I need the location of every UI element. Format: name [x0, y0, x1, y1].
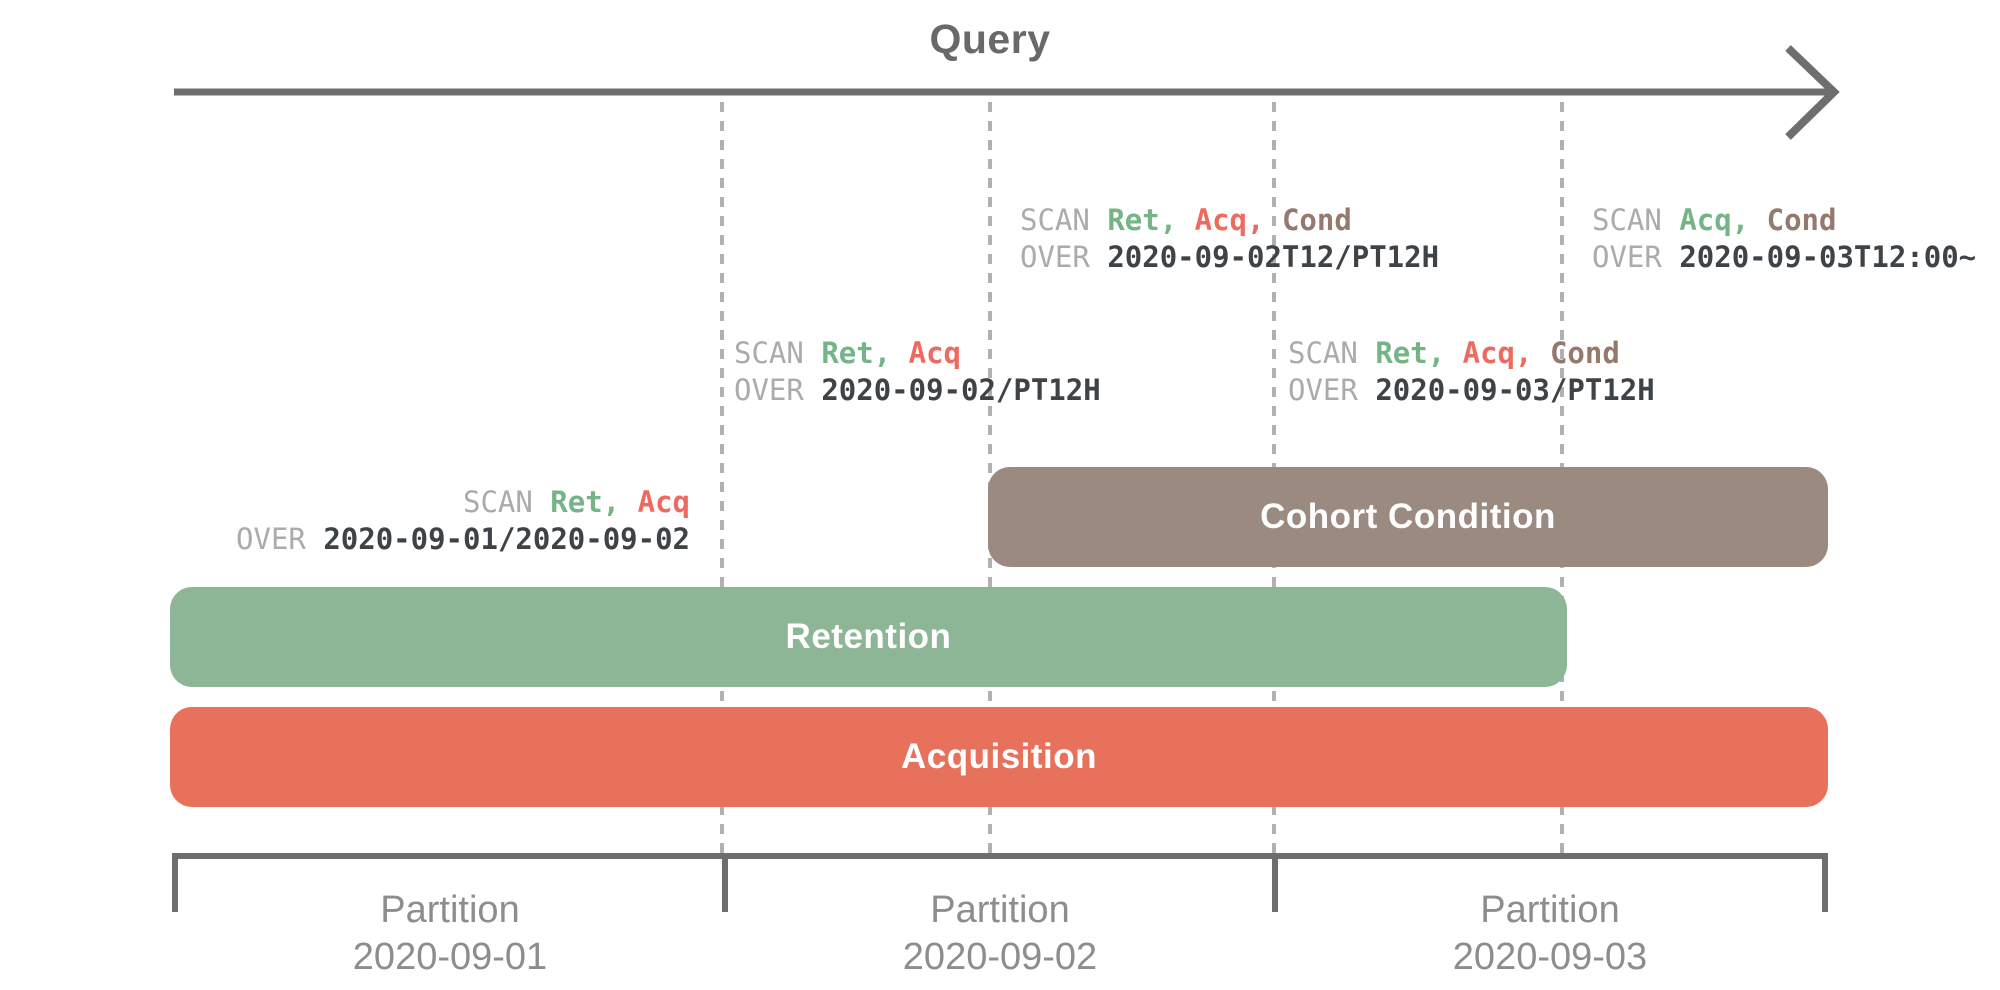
partition-word: Partition — [1480, 889, 1620, 931]
scan-over-line: OVER 2020-09-02T12/PT12H — [1020, 240, 1440, 274]
scan-over-line: OVER 2020-09-03/PT12H — [1288, 373, 1655, 407]
bar-cohort-condition: Cohort Condition — [988, 467, 1828, 567]
arrow-head-icon — [1785, 45, 1840, 140]
bar-acquisition: Acquisition — [170, 707, 1828, 807]
partition-axis-tick — [1272, 853, 1278, 912]
partition-axis-tick — [722, 853, 728, 912]
scan-annotation-4: SCAN Ret, Acq, Cond OVER 2020-09-03/PT12… — [1288, 335, 1655, 409]
dashed-line-2020-09-02 — [720, 102, 724, 853]
partition-word: Partition — [930, 889, 1070, 931]
bar-label: Acquisition — [900, 737, 1098, 776]
partition-label-2020-09-02: Partition 2020-09-02 — [750, 887, 1250, 981]
partition-word: Partition — [380, 889, 520, 931]
scan-annotation-5: SCAN Acq, Cond OVER 2020-09-03T12:00~ — [1592, 202, 1976, 276]
scan-annotation-2: SCAN Ret, Acq OVER 2020-09-02/PT12H — [734, 335, 1101, 409]
partition-axis-tick — [172, 853, 178, 912]
query-timeline-arrow — [174, 45, 1840, 140]
partition-axis-tick — [1822, 853, 1828, 912]
bar-label: Cohort Condition — [1260, 497, 1556, 536]
scan-annotation-1: SCAN Ret, Acq OVER 2020-09-01/2020-09-02 — [236, 484, 690, 558]
partition-date: 2020-09-03 — [1452, 936, 1648, 978]
scan-over-line: OVER 2020-09-02/PT12H — [734, 373, 1101, 407]
scan-annotation-3: SCAN Ret, Acq, Cond OVER 2020-09-02T12/P… — [1020, 202, 1439, 276]
partition-date: 2020-09-02 — [902, 936, 1098, 978]
partition-label-2020-09-01: Partition 2020-09-01 — [200, 887, 700, 981]
partition-date: 2020-09-01 — [352, 936, 548, 978]
scan-measures-line: SCAN Acq, Cond — [1592, 203, 1837, 237]
scan-measures-line: SCAN Ret, Acq, Cond — [1288, 336, 1620, 370]
diagram-title: Query — [929, 16, 1051, 62]
bar-retention: Retention — [170, 587, 1567, 687]
scan-measures-line: SCAN Ret, Acq — [734, 336, 962, 370]
partition-axis-line — [172, 853, 1828, 859]
scan-measures-line: SCAN Ret, Acq, Cond — [1020, 203, 1352, 237]
scan-over-line: OVER 2020-09-01/2020-09-02 — [236, 522, 690, 556]
scan-measures-line: SCAN Ret, Acq — [462, 485, 690, 519]
scan-over-line: OVER 2020-09-03T12:00~ — [1592, 240, 1977, 274]
partition-label-2020-09-03: Partition 2020-09-03 — [1300, 887, 1800, 981]
bar-label: Retention — [785, 617, 952, 656]
